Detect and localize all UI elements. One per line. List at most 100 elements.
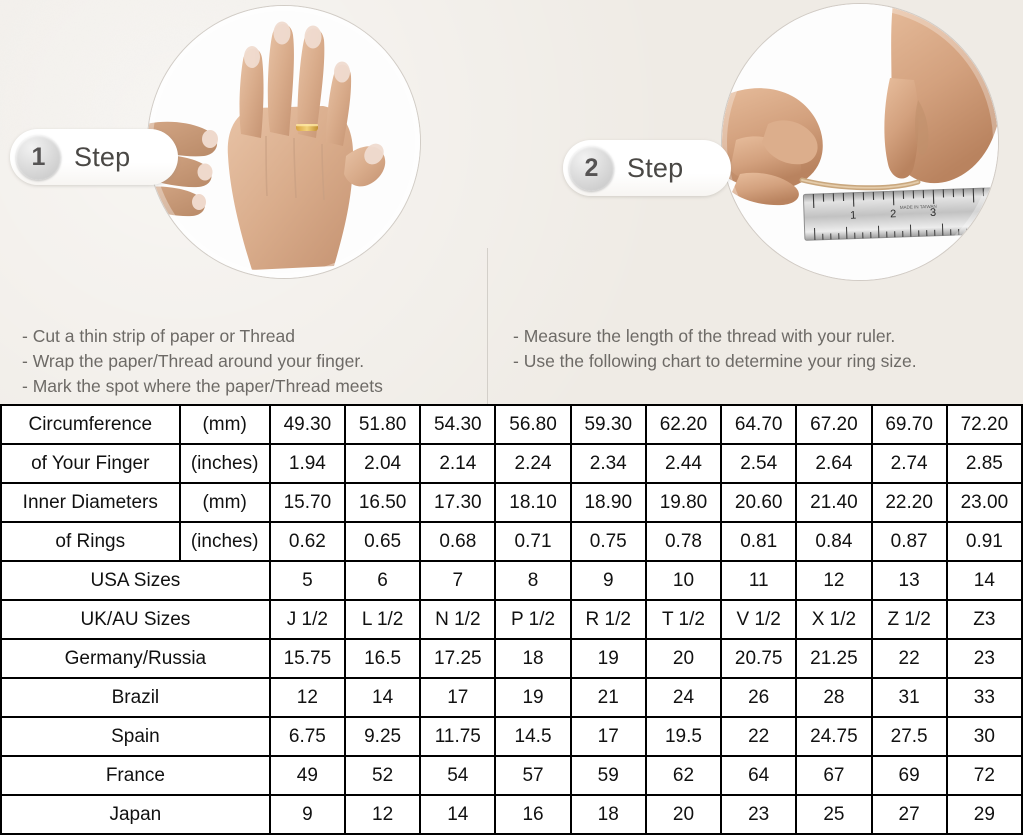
country-row-label: USA Sizes: [0, 560, 271, 601]
row-group-label: Inner Diameters: [0, 482, 181, 523]
ruler: 1 2 3 MADE IN TAIWAN: [802, 187, 996, 241]
table-cell: 29: [945, 794, 1023, 835]
table-cell: 20.75: [720, 638, 798, 679]
table-cell: 18: [569, 794, 647, 835]
country-row-label: Japan: [0, 794, 271, 835]
table-cell: 57: [494, 755, 572, 796]
table-cell: 72.20: [945, 404, 1023, 445]
table-cell: 22: [870, 638, 948, 679]
table-cell: X 1/2: [795, 599, 873, 640]
table-cell: 2.34: [569, 443, 647, 484]
table-cell: 27.5: [870, 716, 948, 757]
table-cell: 11: [720, 560, 798, 601]
table-cell: 0.62: [268, 521, 346, 562]
table-cell: 51.80: [343, 404, 422, 445]
table-cell: 2.24: [494, 443, 572, 484]
table-cell: 62.20: [644, 404, 723, 445]
country-row-label: UK/AU Sizes: [0, 599, 271, 640]
country-row-label: Germany/Russia: [0, 638, 271, 679]
table-cell: 10: [644, 560, 723, 601]
row-unit-label: (mm): [178, 482, 271, 523]
table-cell: 28: [795, 677, 873, 718]
table-cell: 54: [419, 755, 497, 796]
table-cell: 19.80: [644, 482, 723, 523]
table-cell: 23.00: [945, 482, 1023, 523]
table-cell: 31: [870, 677, 948, 718]
step-2-instructions: - Measure the length of the thread with …: [513, 324, 917, 374]
table-cell: 67.20: [795, 404, 873, 445]
table-cell: 49: [268, 755, 346, 796]
table-cell: 26: [720, 677, 798, 718]
table-cell: 67: [795, 755, 873, 796]
table-cell: 12: [268, 677, 346, 718]
table-cell: 62: [644, 755, 723, 796]
row-unit-label: (inches): [178, 443, 271, 484]
table-cell: 12: [795, 560, 873, 601]
row-group-label: Circumference: [0, 404, 181, 445]
table-cell: 6.75: [268, 716, 346, 757]
table-cell: 19: [494, 677, 572, 718]
table-cell: T 1/2: [644, 599, 723, 640]
step-2-label: Step: [627, 152, 684, 183]
table-cell: 17: [419, 677, 497, 718]
table-cell: 17.30: [419, 482, 497, 523]
panel-divider: [487, 248, 488, 404]
table-cell: 16.50: [343, 482, 422, 523]
table-cell: P 1/2: [494, 599, 572, 640]
table-cell: 69.70: [870, 404, 948, 445]
table-cell: 8: [494, 560, 572, 601]
table-row: Circumference (mm) 49.30 51.80 54.30 56.80 59.…: [0, 404, 1023, 445]
table-cell: N 1/2: [419, 599, 497, 640]
table-cell: 9: [268, 794, 346, 835]
size-chart-table: Circumference (mm) 49.30 51.80 54.30 56.80 59.…: [0, 404, 1023, 835]
table-cell: 0.91: [945, 521, 1023, 562]
table-cell: 33: [945, 677, 1023, 718]
table-cell: 56.80: [494, 404, 572, 445]
table-cell: 21.25: [795, 638, 873, 679]
table-cell: 2.04: [343, 443, 422, 484]
step-1-label: Step: [74, 141, 131, 172]
table-cell: 20: [644, 794, 723, 835]
table-cell: 22: [720, 716, 798, 757]
table-cell: 6: [343, 560, 422, 601]
table-cell: 11.75: [419, 716, 497, 757]
table-cell: 2.44: [644, 443, 723, 484]
table-cell: 30: [945, 716, 1023, 757]
country-row-label: Brazil: [0, 677, 271, 718]
table-cell: 64: [720, 755, 798, 796]
table-cell: 2.74: [870, 443, 948, 484]
gold-ring: [296, 124, 318, 131]
table-cell: 23: [720, 794, 798, 835]
table-cell: 64.70: [720, 404, 798, 445]
svg-text:1: 1: [850, 210, 857, 222]
table-cell: V 1/2: [720, 599, 798, 640]
table-cell: J 1/2: [268, 599, 346, 640]
table-cell: R 1/2: [569, 599, 647, 640]
table-row: of Rings (inches) 0.62 0.65 0.68 0.71 0.75 0.78…: [0, 521, 1023, 562]
ring-size-chart: Circumference (mm) 49.30 51.80 54.30 56.80 59.…: [0, 404, 1023, 835]
table-cell: 15.75: [268, 638, 346, 679]
table-cell: 25: [795, 794, 873, 835]
row-unit-label: (inches): [178, 521, 271, 562]
svg-text:3: 3: [930, 207, 937, 219]
table-cell: 9: [569, 560, 647, 601]
instructions-section: 1 2 3 MADE IN TAIWAN 1 Step 2 Step - Cut…: [0, 0, 1023, 404]
table-cell: 52: [343, 755, 422, 796]
step-2-number: 2: [569, 145, 614, 191]
table-cell: 17.25: [419, 638, 497, 679]
table-cell: 0.75: [569, 521, 647, 562]
thread: [799, 177, 921, 191]
table-cell: 5: [268, 560, 346, 601]
table-cell: 0.68: [419, 521, 497, 562]
table-cell: 0.71: [494, 521, 572, 562]
table-cell: 16.5: [343, 638, 422, 679]
step-1-instructions: - Cut a thin strip of paper or Thread - …: [22, 324, 383, 399]
table-row: USA Sizes 5 6 7 8 9 10 11 12 13 14: [0, 560, 1023, 601]
table-cell: 18.90: [569, 482, 647, 523]
table-cell: 24.75: [795, 716, 873, 757]
table-cell: 0.78: [644, 521, 723, 562]
table-cell: 2.54: [720, 443, 798, 484]
table-cell: 17: [569, 716, 647, 757]
table-row: of Your Finger (inches) 1.94 2.04 2.14 2.24 2.…: [0, 443, 1023, 484]
table-cell: Z 1/2: [870, 599, 948, 640]
